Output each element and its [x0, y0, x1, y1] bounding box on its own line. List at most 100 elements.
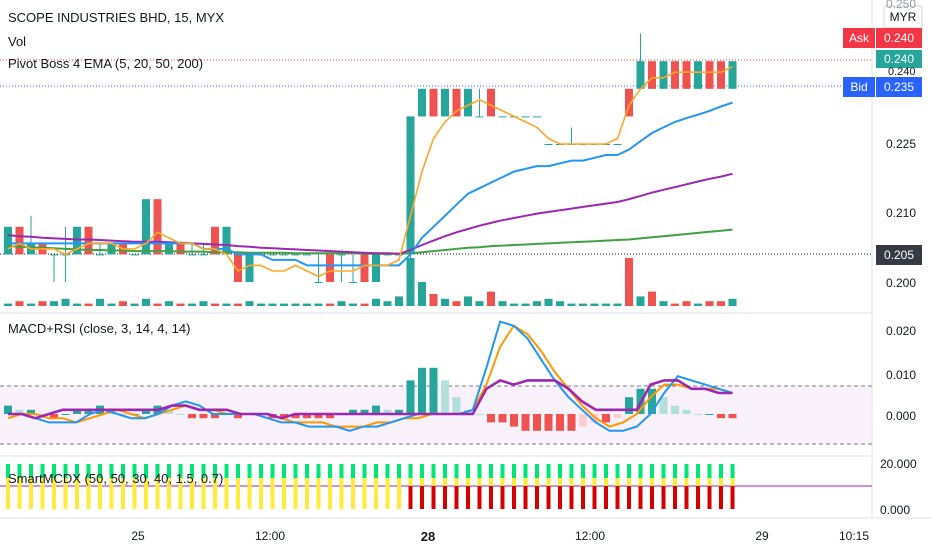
smart-yellow-bar — [293, 464, 298, 509]
smart-green-bar — [339, 464, 344, 478]
volume-bar — [234, 303, 242, 306]
smart-red-bar — [569, 486, 574, 509]
smart-yellow-bar — [40, 464, 45, 509]
candle-body — [176, 243, 185, 255]
ema-legend: Pivot Boss 4 EMA (5, 20, 50, 200) — [8, 56, 203, 71]
macd-histogram-bar — [188, 414, 196, 419]
volume-bar — [153, 303, 162, 306]
macd-histogram-bar — [199, 414, 208, 419]
candle-body — [268, 254, 277, 256]
candle-body — [464, 88, 472, 117]
candle-body — [245, 254, 254, 282]
smart-yellow-bar — [75, 464, 79, 509]
volume-bar — [119, 301, 127, 306]
candle-body — [671, 61, 679, 89]
smart-green-bar — [650, 464, 654, 478]
volume-bar — [257, 303, 265, 306]
volume-bar — [544, 298, 553, 306]
volume-bar — [38, 301, 47, 306]
volume-bar — [245, 301, 254, 306]
macd-histogram-bar — [682, 409, 691, 414]
smart-green-bar — [40, 464, 45, 478]
smart-green-bar — [259, 464, 263, 478]
smart-yellow-bar — [190, 464, 194, 509]
time-tick-25: 25 — [131, 529, 145, 543]
smart-red-bar — [500, 486, 505, 509]
smart-yellow-bar — [362, 464, 367, 509]
smart-green-bar — [385, 464, 390, 478]
volume-bar — [165, 301, 173, 306]
macd-histogram-bar — [119, 414, 127, 415]
smart-green-bar — [362, 464, 367, 478]
ema-lines — [7, 65, 733, 278]
smart-green-bar — [684, 464, 689, 478]
candle-body — [188, 254, 196, 256]
smart-green-bar — [328, 464, 332, 478]
smart-green-bar — [696, 464, 700, 478]
smart-green-bar — [121, 464, 125, 478]
macd-histogram-bar — [84, 409, 93, 414]
volume-bar — [556, 301, 564, 306]
volume-bar — [84, 303, 93, 306]
bid-label-badge — [843, 77, 875, 97]
smart-green-bar — [224, 464, 229, 478]
smart-yellow-bar — [201, 464, 206, 509]
candle-body — [337, 254, 346, 256]
macd-histogram-bar — [61, 414, 70, 415]
symbol-title: SCOPE INDUSTRIES BHD, 15, MYX — [8, 10, 224, 25]
smart-green-bar — [397, 464, 401, 478]
macd-histogram-bar — [429, 367, 438, 414]
candle-body — [383, 254, 392, 256]
volume-bar — [671, 303, 679, 306]
smart-tick-0: 0.000 — [880, 503, 910, 517]
macd-histogram-bar — [73, 409, 81, 414]
smart-red-bar — [730, 486, 735, 509]
smart-red-bar — [592, 486, 597, 509]
volume-bar — [510, 303, 518, 306]
smart-green-bar — [558, 464, 562, 478]
smart-green-bar — [431, 464, 436, 478]
smart-yellow-bar — [86, 464, 91, 509]
ask-value-badge — [876, 28, 922, 48]
volume-bar — [717, 301, 725, 306]
macd-histogram-bar — [671, 405, 679, 414]
smart-yellow-bar — [6, 464, 10, 509]
candle-body — [441, 88, 449, 117]
smart-red-bar — [696, 486, 700, 509]
smart-green-bar — [408, 464, 413, 478]
volume-bar — [188, 303, 196, 306]
smart-green-bar — [305, 464, 309, 478]
candle-body — [153, 199, 162, 255]
macd-histogram-bar — [533, 414, 541, 431]
volume-bar — [73, 303, 81, 306]
macd-histogram-bar — [27, 409, 35, 414]
macd-histogram-bar — [4, 405, 12, 414]
smart-green-bar — [178, 464, 183, 478]
smart-tick-20: 20.000 — [880, 457, 917, 471]
smart-yellow-bar — [247, 464, 252, 509]
ask-label-badge — [843, 28, 875, 48]
candle-body — [50, 254, 58, 256]
macd-histogram-bar — [326, 414, 334, 419]
smart-green-bar — [592, 464, 597, 478]
smart-red-bar — [489, 486, 493, 509]
volume-bar — [452, 301, 461, 306]
smart-mcdx-legend: SmartMCDX (50, 50, 30, 40, 1.5, 0.7) — [8, 471, 223, 486]
macd-histogram-bar — [349, 409, 357, 414]
macd-histogram-bar — [625, 397, 633, 414]
volume-bar — [395, 296, 403, 306]
smart-yellow-bar — [282, 464, 286, 509]
signal-line — [7, 324, 733, 428]
candle-body — [372, 254, 380, 282]
volume-bar — [337, 301, 346, 306]
smart-green-bar — [282, 464, 286, 478]
smart-green-bar — [316, 464, 321, 478]
smart-yellow-bar — [52, 464, 56, 509]
volume-bar — [648, 291, 656, 306]
macd-pane — [4, 320, 737, 432]
volume-bar — [498, 301, 507, 306]
macd-histogram-bar — [38, 414, 47, 415]
candle-body — [521, 116, 530, 118]
macd-histogram-bar — [142, 409, 150, 414]
level-value-badge — [876, 245, 922, 265]
